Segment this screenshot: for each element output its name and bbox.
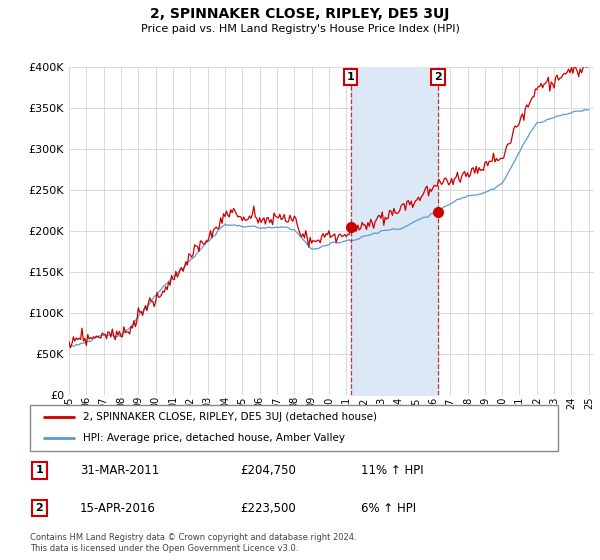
Text: 2, SPINNAKER CLOSE, RIPLEY, DE5 3UJ: 2, SPINNAKER CLOSE, RIPLEY, DE5 3UJ — [151, 7, 449, 21]
Text: 11% ↑ HPI: 11% ↑ HPI — [361, 464, 424, 477]
Text: £223,500: £223,500 — [240, 502, 296, 515]
Text: 2, SPINNAKER CLOSE, RIPLEY, DE5 3UJ (detached house): 2, SPINNAKER CLOSE, RIPLEY, DE5 3UJ (det… — [83, 412, 377, 422]
Text: 31-MAR-2011: 31-MAR-2011 — [80, 464, 159, 477]
Text: 1: 1 — [35, 465, 43, 475]
Text: 2: 2 — [434, 72, 442, 82]
Text: 2: 2 — [35, 503, 43, 513]
Text: 15-APR-2016: 15-APR-2016 — [80, 502, 155, 515]
FancyBboxPatch shape — [30, 405, 558, 451]
Text: Contains HM Land Registry data © Crown copyright and database right 2024.
This d: Contains HM Land Registry data © Crown c… — [30, 533, 356, 553]
Text: £204,750: £204,750 — [240, 464, 296, 477]
Text: Price paid vs. HM Land Registry's House Price Index (HPI): Price paid vs. HM Land Registry's House … — [140, 24, 460, 34]
Text: 6% ↑ HPI: 6% ↑ HPI — [361, 502, 416, 515]
Text: 1: 1 — [347, 72, 355, 82]
Text: HPI: Average price, detached house, Amber Valley: HPI: Average price, detached house, Ambe… — [83, 433, 345, 444]
